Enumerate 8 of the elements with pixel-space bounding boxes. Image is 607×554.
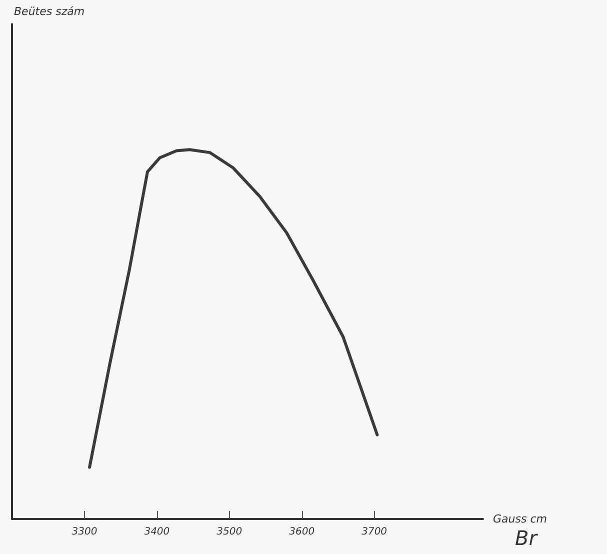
x-tick-label: 3600 [289, 526, 315, 538]
text: Br [515, 526, 539, 550]
x-tick-label: 3700 [362, 526, 388, 538]
x-tick-label: 3400 [144, 526, 170, 538]
x-tick-label: 3500 [216, 526, 242, 538]
x-axis-title: Gauss cm [493, 512, 547, 526]
text: Beütes szám [14, 5, 85, 18]
x-tick-label: 3300 [72, 526, 98, 538]
